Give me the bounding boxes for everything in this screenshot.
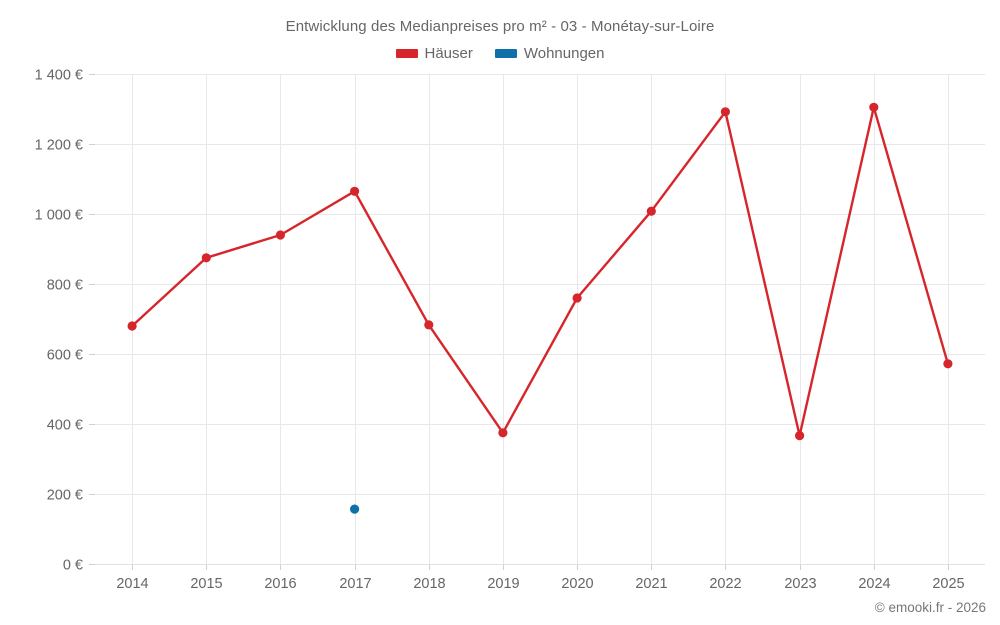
x-tick-label-2025: 2025 <box>932 576 964 592</box>
x-tick-label-2019: 2019 <box>487 576 519 592</box>
chart-legend: Häuser Wohnungen <box>0 45 1000 62</box>
x-tick-label-2017: 2017 <box>339 576 371 592</box>
legend-item-wohnungen[interactable]: Wohnungen <box>494 45 605 62</box>
x-tick-label-2023: 2023 <box>784 576 816 592</box>
data-point-häuser[interactable] <box>943 359 953 369</box>
data-point-häuser[interactable] <box>201 253 211 263</box>
chart-title: Entwicklung des Medianpreises pro m² - 0… <box>285 18 715 35</box>
y-tick-label: 200 € <box>47 488 83 504</box>
data-point-häuser[interactable] <box>869 102 879 112</box>
y-tick-label: 1 000 € <box>35 208 83 224</box>
legend-label-hauser: Häuser <box>424 45 473 62</box>
data-point-häuser[interactable] <box>572 293 582 303</box>
data-point-wohnungen[interactable] <box>350 504 360 514</box>
data-point-häuser[interactable] <box>646 206 656 216</box>
x-tick-label-2016: 2016 <box>264 576 296 592</box>
data-point-häuser[interactable] <box>795 431 805 441</box>
legend-label-wohnungen: Wohnungen <box>523 45 605 62</box>
y-tick-label: 0 € <box>63 558 83 574</box>
x-tick-label-2020: 2020 <box>561 576 593 592</box>
data-point-häuser[interactable] <box>720 107 731 117</box>
y-tick-label: 1 400 € <box>35 68 83 84</box>
y-tick-label: 400 € <box>47 418 83 434</box>
data-point-häuser[interactable] <box>350 186 360 196</box>
legend-swatch-wohnungen <box>494 49 517 58</box>
legend-item-hauser[interactable]: Häuser <box>395 45 473 62</box>
data-point-häuser[interactable] <box>275 230 285 240</box>
x-tick-label-2022: 2022 <box>709 576 741 592</box>
x-tick-label-2024: 2024 <box>858 576 890 592</box>
x-tick-label-2021: 2021 <box>635 576 667 592</box>
data-point-häuser[interactable] <box>127 321 137 331</box>
x-tick-label-2018: 2018 <box>413 576 445 592</box>
y-tick-label: 600 € <box>47 348 83 364</box>
data-point-häuser[interactable] <box>424 320 434 330</box>
data-point-häuser[interactable] <box>498 428 508 438</box>
x-tick-label-2014: 2014 <box>116 576 148 592</box>
y-tick-label: 1 200 € <box>35 138 83 154</box>
legend-swatch-hauser <box>395 49 418 58</box>
y-tick-label: 800 € <box>47 278 83 294</box>
series-line-häuser <box>130 106 950 437</box>
x-tick-label-2015: 2015 <box>190 576 222 592</box>
credit-label: © emooki.fr - 2026 <box>874 600 986 615</box>
